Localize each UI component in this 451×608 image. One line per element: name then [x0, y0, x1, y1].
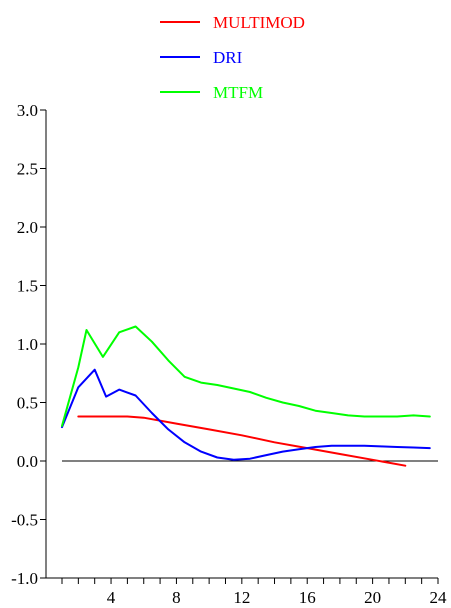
y-tick-label: -1.0	[11, 569, 38, 588]
y-tick-label: 2.0	[17, 218, 38, 237]
legend-label: MTFM	[213, 83, 263, 102]
y-tick-label: 1.0	[17, 335, 38, 354]
series-line-dri	[61, 368, 431, 461]
x-tick-label: 12	[233, 588, 250, 607]
legend-label: DRI	[213, 48, 243, 67]
x-tick-label: 8	[172, 588, 181, 607]
legend: MULTIMOD DRI MTFM	[160, 13, 305, 102]
y-tick-label: 1.5	[17, 277, 38, 296]
legend-label: MULTIMOD	[213, 13, 305, 32]
x-ticks: 4 8 12 16 20 24	[61, 578, 448, 607]
series-line-mtfm	[61, 325, 431, 427]
y-tick-label: 0.5	[17, 394, 38, 413]
x-tick-label: 16	[299, 588, 316, 607]
series-line-multimod	[77, 415, 407, 467]
x-tick-label: 4	[107, 588, 116, 607]
y-tick-label: 3.0	[17, 101, 38, 120]
x-tick-label: 24	[430, 588, 448, 607]
y-ticks: -1.0 -0.5 0.0 0.5 1.0 1.5 2.0 2.5 3.0	[11, 101, 46, 588]
y-tick-label: 0.0	[17, 452, 38, 471]
y-tick-label: -0.5	[11, 511, 38, 530]
x-tick-label: 20	[364, 588, 381, 607]
series-layer	[61, 325, 431, 467]
y-tick-label: 2.5	[17, 160, 38, 179]
axes	[45, 110, 438, 579]
